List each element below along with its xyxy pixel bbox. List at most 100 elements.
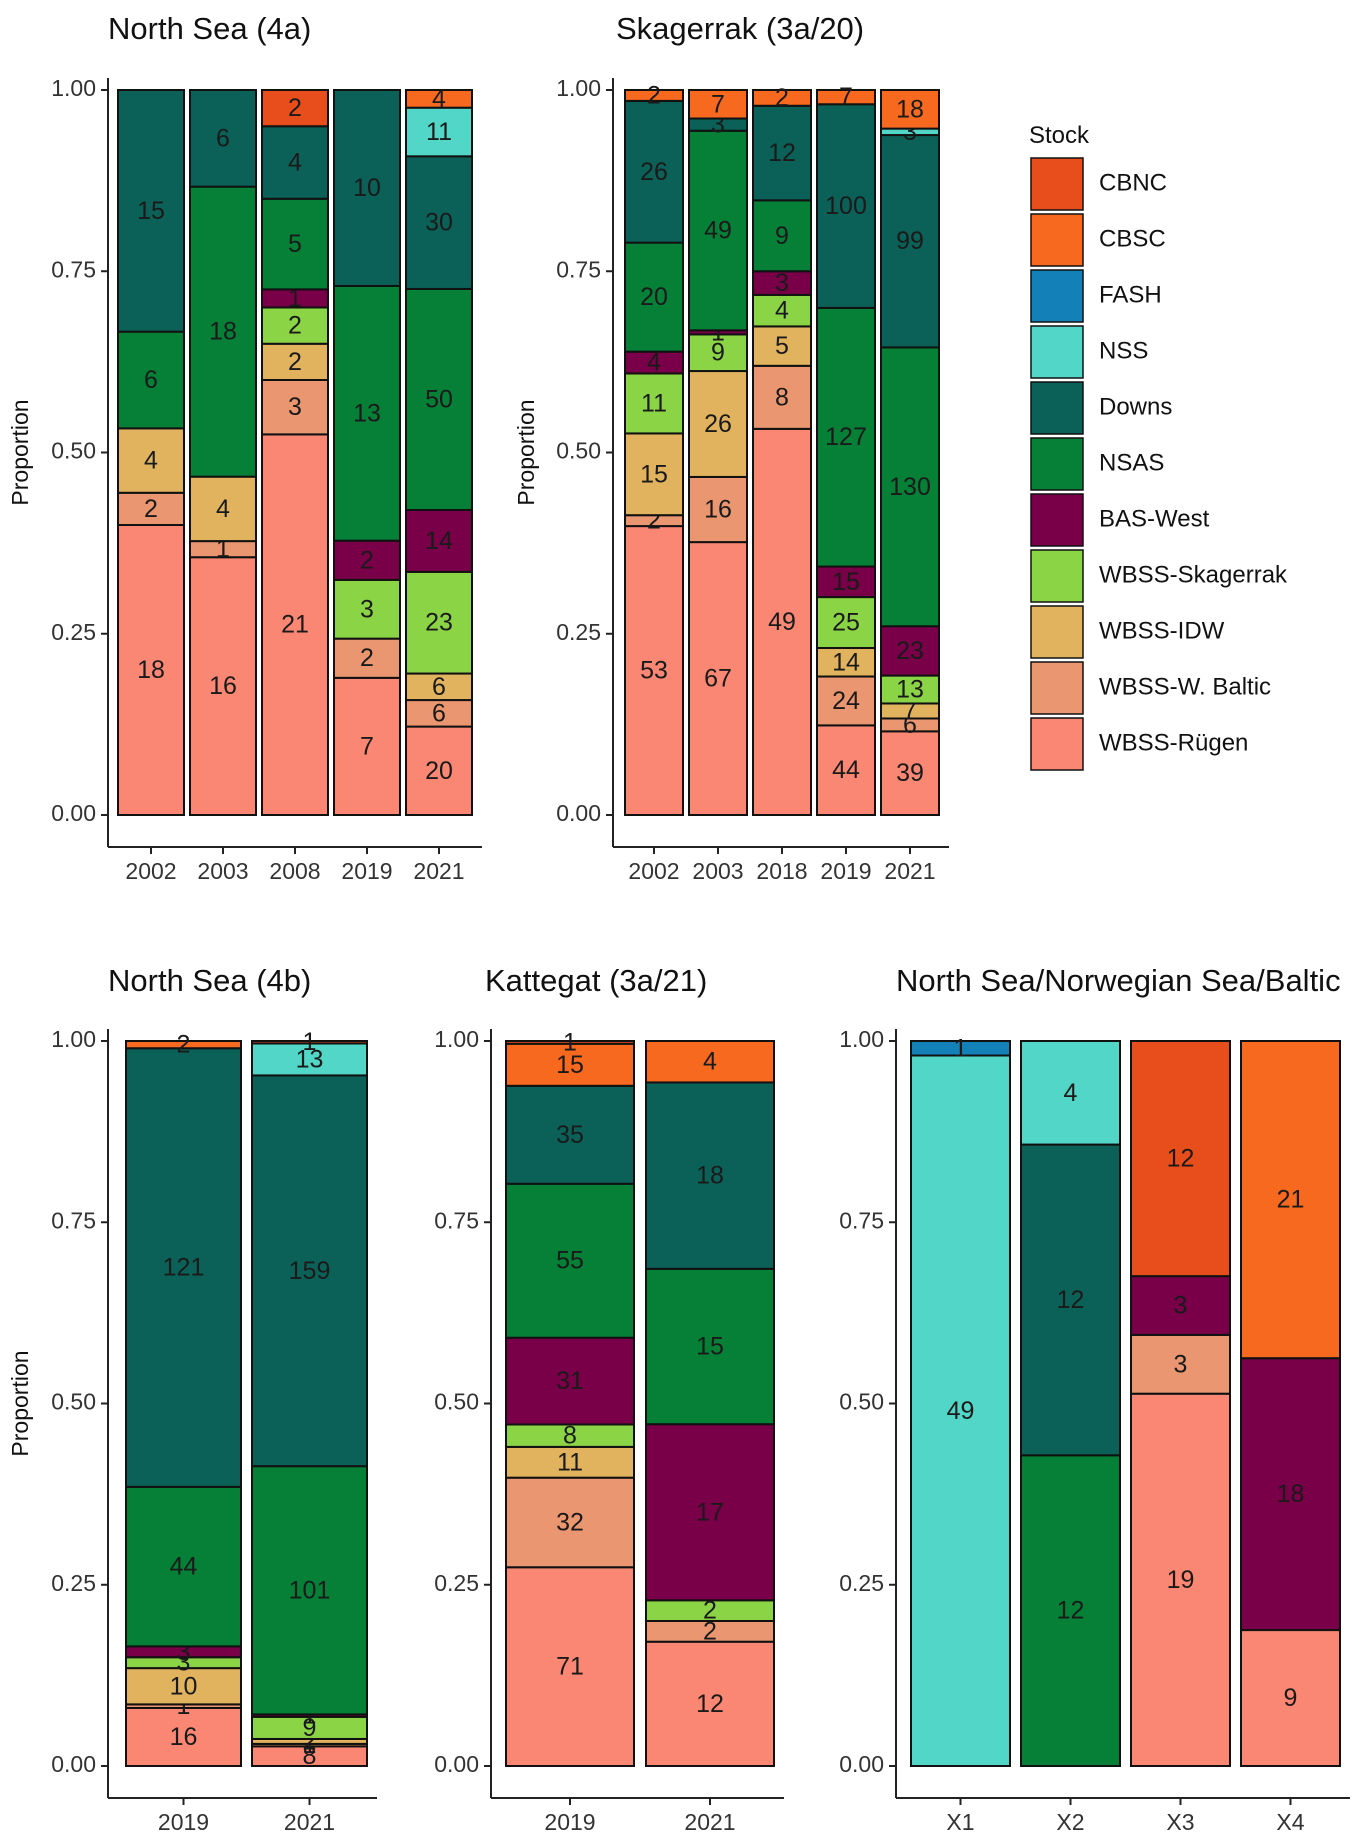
bar-2019: 44 24 14 25 15 127 100 7 [816, 83, 876, 816]
segment-value-label: 5 [775, 332, 789, 360]
legend-item-downs: Downs [1030, 381, 1172, 435]
legend-label: WBSS-Rügen [1099, 729, 1248, 756]
segment-value-label: 15 [137, 197, 165, 225]
segment-value-label: 4 [775, 297, 789, 325]
bar-segment-cbnc [251, 1040, 368, 1045]
segment-value-label: 21 [281, 611, 309, 639]
legend-item-wbss-idw: WBSS-IDW [1030, 605, 1225, 659]
segment-value-label: 121 [163, 1254, 205, 1282]
segment-value-label: 9 [303, 1714, 317, 1742]
y-tick-label: 0.00 [51, 800, 96, 826]
bar-segment-nss [405, 106, 473, 158]
segment-value-label: 7 [360, 732, 374, 760]
y-tick-label: 0.25 [556, 619, 601, 645]
segment-value-label: 4 [647, 349, 661, 377]
x-tick-label: 2002 [628, 858, 679, 884]
bar-segment-nsas [117, 330, 185, 430]
bar-segment-wbss-w-baltic [752, 364, 812, 430]
segment-value-label: 9 [711, 339, 725, 367]
y-tick-label: 0.75 [51, 256, 96, 282]
bar-segment-cbsc [405, 89, 473, 109]
legend-swatch [1030, 157, 1084, 211]
bar-segment-wbss-idw [117, 427, 185, 494]
x-tick-label: X1 [946, 1809, 974, 1835]
segment-value-label: 1 [563, 1028, 577, 1056]
y-tick-label: 0.00 [839, 1751, 884, 1777]
legend-item-nsas: NSAS [1030, 437, 1164, 491]
legend-swatch [1030, 605, 1084, 659]
legend-item-fash: FASH [1030, 269, 1162, 323]
segment-value-label: 4 [144, 447, 158, 475]
bar-segment-cbsc [688, 89, 748, 120]
segment-value-label: 11 [426, 118, 452, 146]
segment-value-label: 71 [556, 1653, 584, 1681]
segment-value-label: 5 [288, 230, 302, 258]
y-tick-label: 0.75 [51, 1207, 96, 1233]
bar-2021: 20 66 23 14 50 30 11 4 [405, 85, 473, 817]
bar-segment-wbss-idw [125, 1667, 242, 1706]
segment-value-label: 3 [360, 595, 374, 623]
y-axis-title: Proportion [7, 1350, 33, 1456]
segment-value-label: 25 [832, 609, 860, 637]
legend-swatch [1030, 437, 1084, 491]
legend-item-cbsc: CBSC [1030, 213, 1166, 267]
bar-segment-wbss-w-baltic [117, 491, 185, 526]
x-tick-label: 2021 [684, 1809, 735, 1835]
y-tick-label: 0.25 [839, 1570, 884, 1596]
legend-label: CBNC [1099, 169, 1167, 196]
bar-2002: 18 2 4 6 15 [117, 89, 185, 816]
legend-label: WBSS-W. Baltic [1099, 673, 1271, 700]
legend-label: Downs [1099, 393, 1172, 420]
segment-value-label: 127 [825, 423, 867, 451]
x-tick-label: 2002 [125, 858, 176, 884]
segment-value-label: 13 [296, 1045, 324, 1073]
legend-label: WBSS-IDW [1099, 617, 1225, 644]
bar-x1: 49 1 [910, 1034, 1011, 1767]
segment-value-label: 12 [1167, 1145, 1195, 1173]
segment-value-label: 4 [432, 85, 446, 113]
segment-value-label: 2 [288, 94, 302, 122]
bar-segment-wbss-r-gen [645, 1640, 775, 1767]
x-tick-label: 2021 [284, 1809, 335, 1835]
segment-value-label: 13 [896, 676, 924, 704]
segment-value-label: 1 [303, 1028, 317, 1056]
bar-segment-nsas [261, 197, 329, 291]
bar-segment-cbnc [261, 89, 329, 128]
x-tick-label: 2003 [197, 858, 248, 884]
bar-segment-nsas [624, 241, 684, 353]
legend-item-bas-west: BAS-West [1030, 493, 1210, 547]
segment-value-label: 10 [170, 1672, 198, 1700]
segment-value-label: 11 [641, 389, 667, 417]
segment-value-label: 10 [353, 174, 381, 202]
bar-segment-nsas [333, 284, 401, 542]
bar-segment-wbss-r-gen [688, 541, 748, 816]
bar-segment-nsas [405, 287, 473, 511]
legend-swatch [1030, 717, 1084, 771]
legend-items: CBNC CBSC FASH NSS Downs NSAS BAS-West WBSS-Ska… [1030, 157, 1288, 771]
bar-segment-wbss-r-gen [189, 556, 257, 816]
bar-segment-wbss-skagerrak [752, 293, 812, 328]
segment-value-label: 20 [425, 757, 453, 785]
y-tick-label: 0.00 [434, 1751, 479, 1777]
chart-panels: North Sea (4a) Proportion 0.00 0.25 0.50 0.75… [7, 11, 1350, 1835]
bar-segment-wbss-r-gen [1130, 1392, 1231, 1768]
segment-value-label: 20 [640, 283, 668, 311]
segment-value-label: 15 [640, 460, 668, 488]
bar-2018: 49 8 5 43 9 12 2 [752, 84, 812, 816]
segment-value-label: 19 [1167, 1566, 1195, 1594]
segment-value-label: 8 [775, 383, 789, 411]
segment-value-label: 2 [144, 495, 158, 523]
bar-segment-wbss-w-baltic [261, 379, 329, 436]
segment-value-label: 6 [144, 366, 158, 394]
bar-2019: 7 2 3 2 13 10 [333, 89, 401, 816]
segment-value-label: 130 [889, 473, 931, 501]
segment-value-label: 1 [216, 535, 230, 563]
bar-segment-wbss-idw [816, 647, 876, 678]
x-tick-label: 2019 [341, 858, 392, 884]
bar-segment-fash [910, 1040, 1011, 1057]
segment-value-label: 49 [768, 608, 796, 636]
bar-segment-nsas [125, 1485, 242, 1648]
bar-segment-wbss-r-gen [880, 730, 940, 816]
